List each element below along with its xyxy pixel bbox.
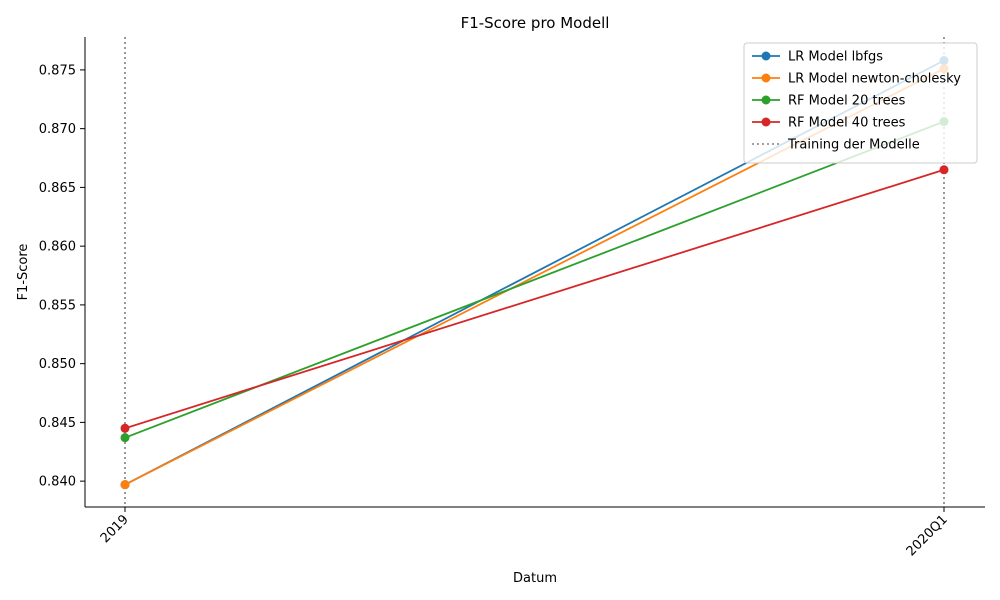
legend-swatch-marker	[761, 117, 771, 127]
legend-entry-label: LR Model lbfgs	[788, 50, 883, 65]
y-tick-label: 0.865	[39, 181, 76, 196]
x-tick-label: 2020Q1	[904, 512, 951, 559]
legend-entry-label: LR Model newton-cholesky	[788, 72, 961, 87]
legend-swatch-marker	[761, 95, 771, 105]
data-point	[120, 480, 130, 490]
data-point	[939, 165, 949, 175]
y-tick-label: 0.870	[39, 122, 76, 137]
series-line	[124, 168, 945, 430]
legend-box	[743, 42, 978, 164]
legend-swatch-marker	[761, 51, 771, 61]
legend-entry-label: Training der Modelle	[787, 138, 920, 153]
y-tick-label: 0.850	[39, 357, 76, 372]
legend-entry-label: RF Model 40 trees	[788, 116, 906, 131]
y-tick-label: 0.845	[39, 416, 76, 431]
legend-entry-label: RF Model 20 trees	[788, 94, 906, 109]
y-axis-label: F1-Score	[16, 244, 31, 301]
y-tick-label: 0.875	[39, 63, 76, 78]
data-point	[120, 423, 130, 433]
chart-title: F1-Score pro Modell	[461, 14, 610, 32]
x-tick-label: 2019	[98, 512, 132, 546]
y-tick-label: 0.855	[39, 298, 76, 313]
legend: LR Model lbfgs LR Model newton-cholesky RF…	[743, 42, 978, 164]
data-point	[120, 433, 130, 443]
legend-swatch-marker	[761, 73, 771, 83]
y-tick-label: 0.840	[39, 475, 76, 490]
x-axis-label: Datum	[513, 571, 557, 586]
y-tick-label: 0.860	[39, 240, 76, 255]
